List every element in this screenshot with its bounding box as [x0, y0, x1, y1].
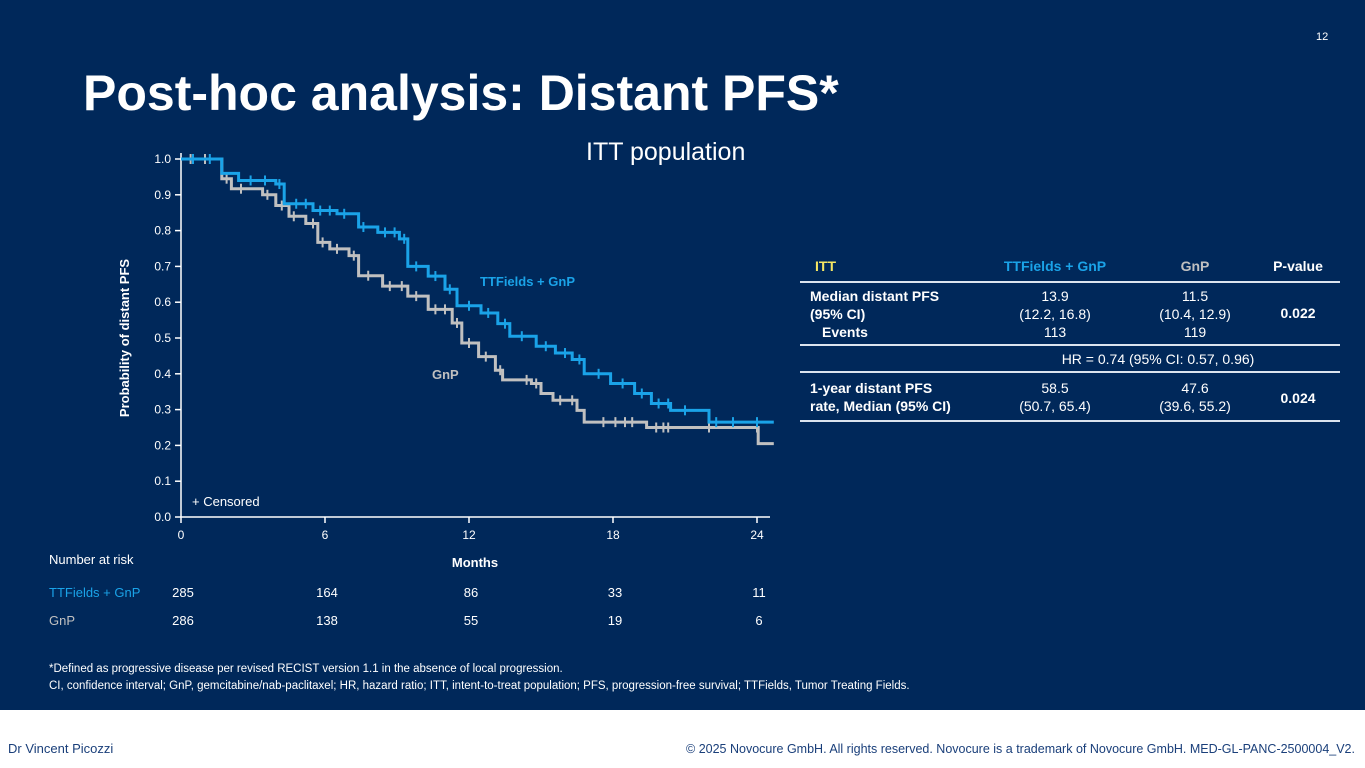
slide: 12 Post-hoc analysis: Distant PFS* ITT p…: [0, 0, 1365, 710]
series-label-gnp: GnP: [432, 367, 459, 382]
risk-value: 286: [172, 613, 194, 628]
table-header-gnp: GnP: [1180, 258, 1210, 274]
y-tick-label: 0.3: [154, 403, 171, 417]
page-title: Post-hoc analysis: Distant PFS*: [83, 65, 839, 121]
cell: (10.4, 12.9): [1159, 306, 1231, 322]
km-curve-gnp: [181, 157, 774, 446]
p-value: 0.022: [1280, 305, 1316, 321]
y-tick-label: 0.1: [154, 474, 171, 488]
cell: 119: [1183, 324, 1207, 340]
y-tick-label: 0.4: [154, 367, 171, 381]
hazard-ratio: HR = 0.74 (95% CI: 0.57, 0.96): [1061, 351, 1255, 367]
table-divider: [800, 344, 1340, 346]
risk-value: 19: [607, 613, 623, 628]
cell: 47.6: [1181, 380, 1209, 396]
presenter-name: Dr Vincent Picozzi: [8, 741, 114, 756]
row-label: (95% CI): [810, 306, 866, 322]
x-tick-label: 6: [322, 528, 329, 542]
y-tick-label: 0.9: [154, 188, 171, 202]
y-tick-label: 0.6: [154, 295, 171, 309]
p-value: 0.024: [1280, 390, 1316, 406]
table-divider: [800, 371, 1340, 373]
risk-value: 55: [463, 613, 479, 628]
table-divider: [800, 281, 1340, 283]
risk-table-title: Number at risk: [49, 552, 134, 567]
row-label: rate, Median (95% CI): [810, 398, 951, 414]
risk-value: 285: [172, 585, 194, 600]
x-tick-label: 12: [462, 528, 476, 542]
x-tick-label: 24: [750, 528, 764, 542]
y-tick-label: 0.7: [154, 259, 171, 273]
cell: 13.9: [1041, 288, 1069, 304]
risk-value: 86: [463, 585, 479, 600]
cell: (12.2, 16.8): [1019, 306, 1091, 322]
chart-subtitle: ITT population: [586, 138, 746, 166]
risk-value: 11: [752, 585, 766, 600]
row-label: Events: [822, 324, 868, 340]
y-tick-label: 0.8: [154, 224, 171, 238]
cell: (50.7, 65.4): [1019, 398, 1091, 414]
y-tick-label: 0.2: [154, 438, 171, 452]
copyright: © 2025 Novocure GmbH. All rights reserve…: [686, 742, 1355, 756]
censored-legend: + Censored: [192, 494, 260, 509]
risk-value: 6: [755, 613, 763, 628]
risk-row-label: TTFields + GnP: [49, 585, 141, 600]
table-header-pvalue: P-value: [1273, 258, 1323, 274]
y-tick-label: 0.5: [154, 331, 171, 345]
table-header-itt: ITT: [815, 258, 836, 274]
risk-row-label: GnP: [49, 613, 76, 628]
series-label-ttfields: TTFields + GnP: [480, 274, 575, 289]
y-axis-label: Probability of distant PFS: [117, 259, 132, 418]
cell: (39.6, 55.2): [1159, 398, 1231, 414]
risk-value: 33: [607, 585, 623, 600]
km-curve-ttfields: [181, 157, 774, 424]
table-divider: [800, 420, 1340, 422]
cell: 58.5: [1041, 380, 1069, 396]
risk-value: 164: [316, 585, 338, 600]
table-header-ttfields: TTFields + GnP: [1003, 258, 1107, 274]
page-number: 12: [1316, 31, 1329, 43]
footnote: *Defined as progressive disease per revi…: [49, 663, 563, 675]
cell: 113: [1043, 324, 1067, 340]
risk-value: 138: [316, 613, 338, 628]
x-axis-label: Months: [452, 555, 498, 570]
row-label: Median distant PFS: [810, 288, 940, 304]
row-label: 1-year distant PFS: [810, 380, 933, 396]
footnote: CI, confidence interval; GnP, gemcitabin…: [49, 680, 910, 692]
x-tick-label: 18: [606, 528, 620, 542]
km-chart: 0.0 0.1 0.2 0.3 0.4 0.5 0.6 0.7 0.8 0.9 1.0 0 6 12 18 2…: [117, 152, 774, 570]
y-tick-label: 0.0: [154, 510, 171, 524]
cell: 11.5: [1181, 288, 1209, 304]
x-tick-label: 0: [178, 528, 185, 542]
y-tick-label: 1.0: [154, 152, 171, 166]
